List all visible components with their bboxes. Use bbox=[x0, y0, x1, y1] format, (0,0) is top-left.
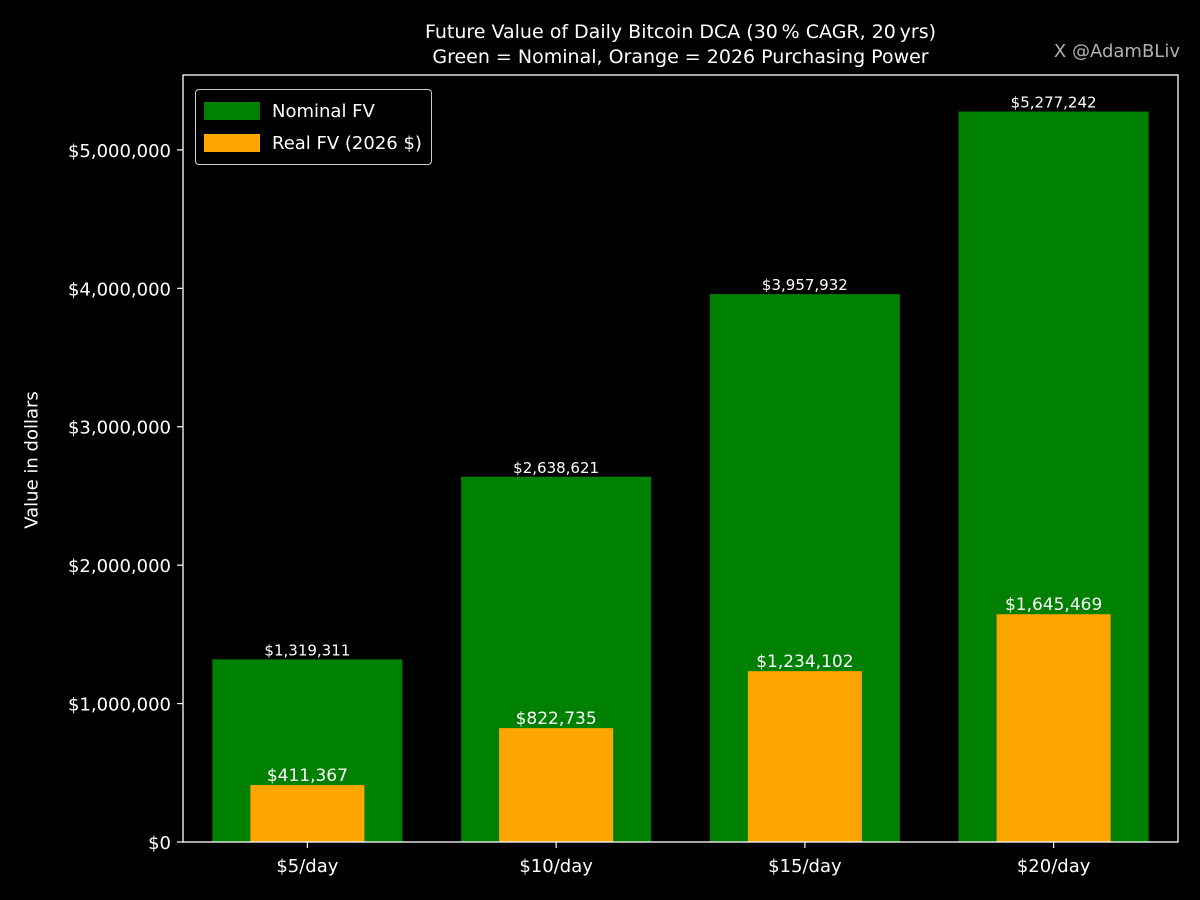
x-tick-label-3: $15/day bbox=[768, 856, 842, 877]
bar-real-2 bbox=[499, 728, 614, 842]
y-tick-label-4: $3,000,000 bbox=[68, 418, 171, 439]
legend-entry-nominal: Nominal FV bbox=[204, 95, 422, 127]
y-tick-label-5: $4,000,000 bbox=[68, 279, 171, 300]
legend-swatch-real bbox=[204, 134, 260, 152]
data-label-nominal-2: $2,638,621 bbox=[513, 459, 599, 477]
data-label-real-2: $822,735 bbox=[516, 709, 597, 729]
plot-area: $1,319,311 $411,367 $5/day $2,638,621 $822,7… bbox=[68, 74, 1179, 877]
bar-real-3 bbox=[747, 671, 862, 842]
data-label-nominal-3: $3,957,932 bbox=[762, 276, 848, 294]
bar-real-1 bbox=[250, 785, 365, 842]
legend-label-nominal: Nominal FV bbox=[272, 100, 375, 122]
x-tick-label-2: $10/day bbox=[519, 856, 593, 877]
legend: Nominal FV Real FV (2026 $) bbox=[195, 89, 432, 165]
chart-subtitle: Green = Nominal, Orange = 2026 Purchasin… bbox=[432, 46, 929, 68]
data-label-real-3: $1,234,102 bbox=[756, 652, 853, 672]
data-label-real-4: $1,645,469 bbox=[1005, 595, 1102, 615]
legend-swatch-nominal bbox=[204, 102, 260, 120]
axes-frame bbox=[182, 74, 1179, 843]
x-tick-label-4: $20/day bbox=[1017, 856, 1091, 877]
bar-real-4 bbox=[996, 614, 1111, 842]
data-label-nominal-4: $5,277,242 bbox=[1011, 94, 1097, 112]
data-label-real-1: $411,367 bbox=[267, 766, 348, 786]
y-tick-label-2: $1,000,000 bbox=[68, 695, 171, 716]
y-tick-label-3: $2,000,000 bbox=[68, 556, 171, 577]
watermark: X @AdamBLiv bbox=[1053, 41, 1180, 62]
legend-entry-real: Real FV (2026 $) bbox=[204, 127, 422, 159]
x-tick-label-1: $5/day bbox=[276, 856, 338, 877]
y-axis-label: Value in dollars bbox=[21, 391, 43, 529]
data-label-nominal-1: $1,319,311 bbox=[264, 641, 350, 659]
y-tick-label-6: $5,000,000 bbox=[68, 141, 171, 162]
y-tick-label-1: $0 bbox=[148, 833, 171, 854]
chart-title: Future Value of Daily Bitcoin DCA (30 % … bbox=[424, 21, 937, 43]
legend-label-real: Real FV (2026 $) bbox=[272, 132, 422, 154]
